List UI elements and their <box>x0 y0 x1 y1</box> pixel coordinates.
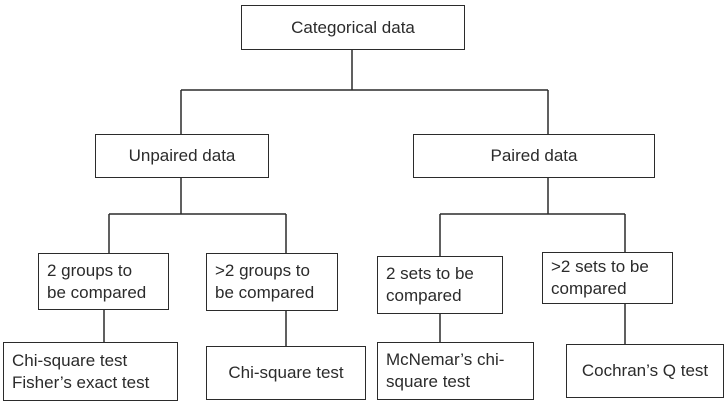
test-unpaired-more-node: Chi-square test <box>206 346 366 400</box>
test-chi-square-more-label: Chi-square test <box>228 363 344 382</box>
root-label: Categorical data <box>291 17 415 37</box>
test-fisher-exact-label: Fisher’s exact test <box>12 372 150 392</box>
paired-more-sets-node: >2 sets to be compared <box>542 252 673 304</box>
paired-two-line-1: 2 sets to be <box>386 264 474 283</box>
paired-node: Paired data <box>413 134 655 178</box>
unpaired-node: Unpaired data <box>95 134 269 178</box>
test-paired-two-node: McNemar’s chi- square test <box>377 342 534 400</box>
paired-two-line-2: compared <box>386 286 462 305</box>
paired-more-line-2: compared <box>551 279 627 298</box>
paired-more-line-1: >2 sets to be <box>551 257 649 276</box>
test-paired-more-node: Cochran’s Q test <box>566 344 724 398</box>
unpaired-label: Unpaired data <box>128 146 236 165</box>
unpaired-more-groups-node: >2 groups to be compared <box>206 253 338 311</box>
test-mcnemar-line-1: McNemar’s chi- <box>386 350 505 369</box>
unpaired-two-line-2: be compared <box>47 282 147 302</box>
unpaired-two-groups-node: 2 groups to be compared <box>38 253 169 310</box>
unpaired-more-line-1: >2 groups to <box>215 261 310 280</box>
unpaired-two-line-1: 2 groups to <box>47 260 133 280</box>
test-unpaired-two-node: Chi-square test Fisher’s exact test <box>3 342 178 401</box>
test-mcnemar-line-2: square test <box>386 372 471 391</box>
paired-label: Paired data <box>490 146 578 165</box>
test-chi-square-label: Chi-square test <box>12 350 128 370</box>
paired-two-sets-node: 2 sets to be compared <box>377 256 503 314</box>
test-cochran-label: Cochran’s Q test <box>581 361 709 380</box>
unpaired-more-line-2: be compared <box>215 283 315 302</box>
root-node: Categorical data <box>241 5 465 50</box>
